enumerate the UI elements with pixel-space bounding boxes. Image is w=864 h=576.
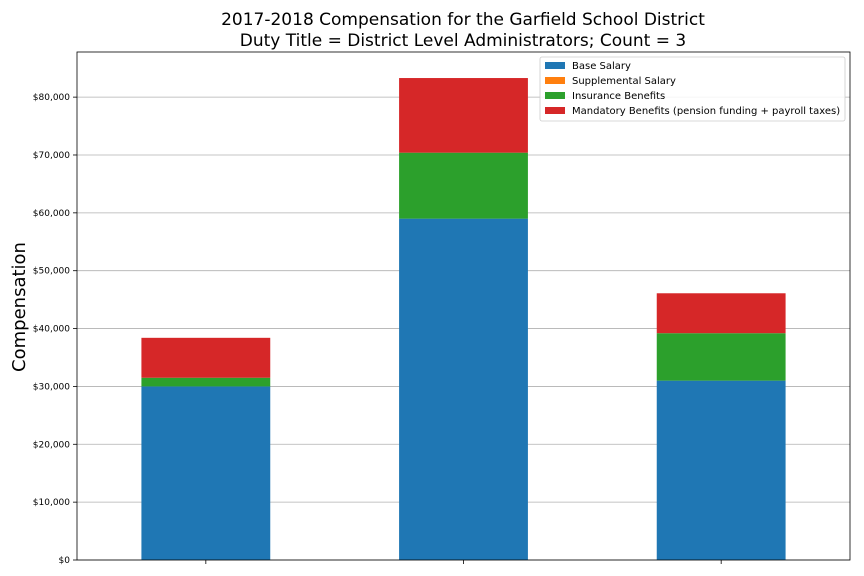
legend-swatch xyxy=(545,77,565,84)
bar-segment xyxy=(399,218,528,561)
axes: $0 $10,000 $20,000 $30,000 $40,000 $50,000 $60… xyxy=(33,51,851,566)
y-tick-label: $10,000 xyxy=(33,498,70,508)
plot-frame xyxy=(76,51,851,561)
chart-subtitle: Duty Title = District Level Administrato… xyxy=(240,31,686,51)
y-tick-label: $60,000 xyxy=(33,209,70,219)
y-tick-label: $20,000 xyxy=(33,440,70,450)
y-tick-label: $30,000 xyxy=(33,382,70,392)
bar-segment xyxy=(141,337,271,378)
y-tick-label: $80,000 xyxy=(33,93,70,103)
bar-segment xyxy=(399,152,528,219)
y-tick-label: $40,000 xyxy=(33,325,70,335)
legend: Base Salary Supplemental Salary Insurance … xyxy=(539,56,846,122)
y-tick-label: $70,000 xyxy=(33,151,70,161)
bars xyxy=(141,78,786,561)
legend-label: Supplemental Salary xyxy=(572,76,676,87)
bar-segment xyxy=(656,380,786,560)
legend-swatch xyxy=(545,62,565,69)
y-tick-label: $50,000 xyxy=(33,267,70,277)
legend-swatch xyxy=(545,107,565,114)
legend-label: Mandatory Benefits (pension funding + pa… xyxy=(572,106,840,117)
bar-segment xyxy=(656,333,786,381)
legend-swatch xyxy=(545,92,565,99)
legend-label: Insurance Benefits xyxy=(572,91,665,102)
y-axis-label: Compensation xyxy=(9,242,30,372)
bar-segment xyxy=(656,293,786,334)
y-tick-label: $0 xyxy=(59,556,71,566)
bar-segment xyxy=(141,386,271,560)
chart-title: 2017-2018 Compensation for the Garfield … xyxy=(221,10,705,30)
legend-box xyxy=(539,56,846,122)
legend-label: Base Salary xyxy=(572,61,631,72)
bar-segment xyxy=(141,377,271,387)
bar-segment xyxy=(399,78,528,153)
